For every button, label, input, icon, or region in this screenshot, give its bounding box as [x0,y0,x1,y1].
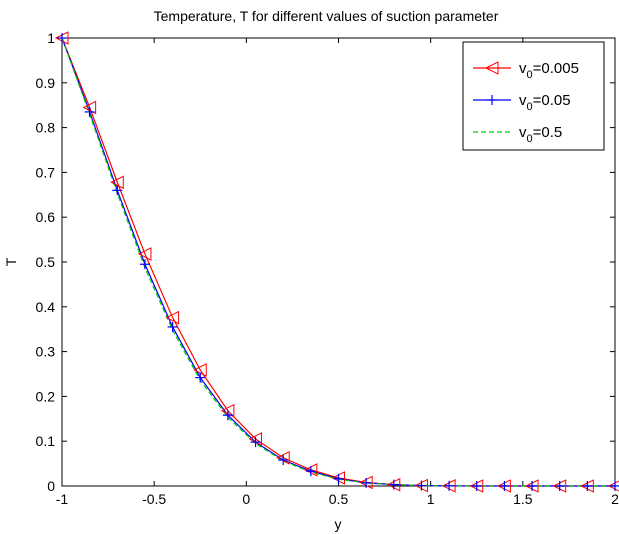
series-1-point [112,185,123,196]
y-tick-label: 1 [47,30,55,46]
legend-label-2: v0=0.5 [519,124,562,145]
y-tick-label: 0.9 [36,75,56,91]
x-tick-label: 1 [427,491,435,507]
plot-area: -1 -0.5 0 0.5 1 1.5 2 0 0.1 0.2 0.3 0.4 0.5 0.6 0.7 0.8… [36,30,619,507]
x-axis-label: y [335,516,342,532]
series-1-point [250,437,261,448]
y-tick-label: 0.8 [36,120,56,136]
series-1-point [554,481,565,491]
legend-marker-1 [487,95,497,105]
chart-title: Temperature, T for different values of s… [154,8,499,24]
series-1-point [167,321,178,332]
series-1-point [139,259,150,270]
x-tick-label: -0.5 [142,491,166,507]
y-tick-label: 0.5 [36,254,56,270]
series-1-point [222,410,233,421]
y-tick-label: 0.6 [36,209,56,225]
y-tick-label: 0.4 [36,299,56,315]
series-0-point [137,247,152,261]
y-tick-label: 0.2 [36,388,56,404]
legend-label-1: v0=0.05 [519,92,571,113]
series-1-point [582,481,593,491]
series-1-point [84,106,95,117]
legend-box [462,41,605,151]
series-1-point [499,481,510,491]
series-1-point [333,473,344,484]
series-1-point [527,481,538,491]
y-axis-label: T [3,257,19,266]
series-1-point [278,455,289,466]
series-1-point [471,481,482,491]
x-tick-label: 2 [611,491,619,507]
x-tick-label: 1.5 [513,491,533,507]
y-tick-label: 0 [47,478,55,494]
series-1-point [388,479,399,490]
x-tick-label: 0.5 [329,491,349,507]
series-1-point [416,480,427,491]
series-1-point [444,480,455,491]
series-1-point [195,372,206,383]
series-1-point [610,481,619,491]
x-tick-label: 0 [242,491,250,507]
legend-marker-0 [484,61,499,75]
series-0-point [110,175,124,190]
series-1-point [305,466,316,477]
series-1-point [361,477,372,488]
x-tick-label: -1 [56,491,69,507]
series-0-point [165,310,180,325]
series-1-point [57,33,67,43]
legend-label-0: v0=0.005 [519,60,579,81]
y-tick-label: 0.1 [36,433,56,449]
y-tick-label: 0.7 [36,164,56,180]
y-tick-label: 0.3 [36,344,56,360]
